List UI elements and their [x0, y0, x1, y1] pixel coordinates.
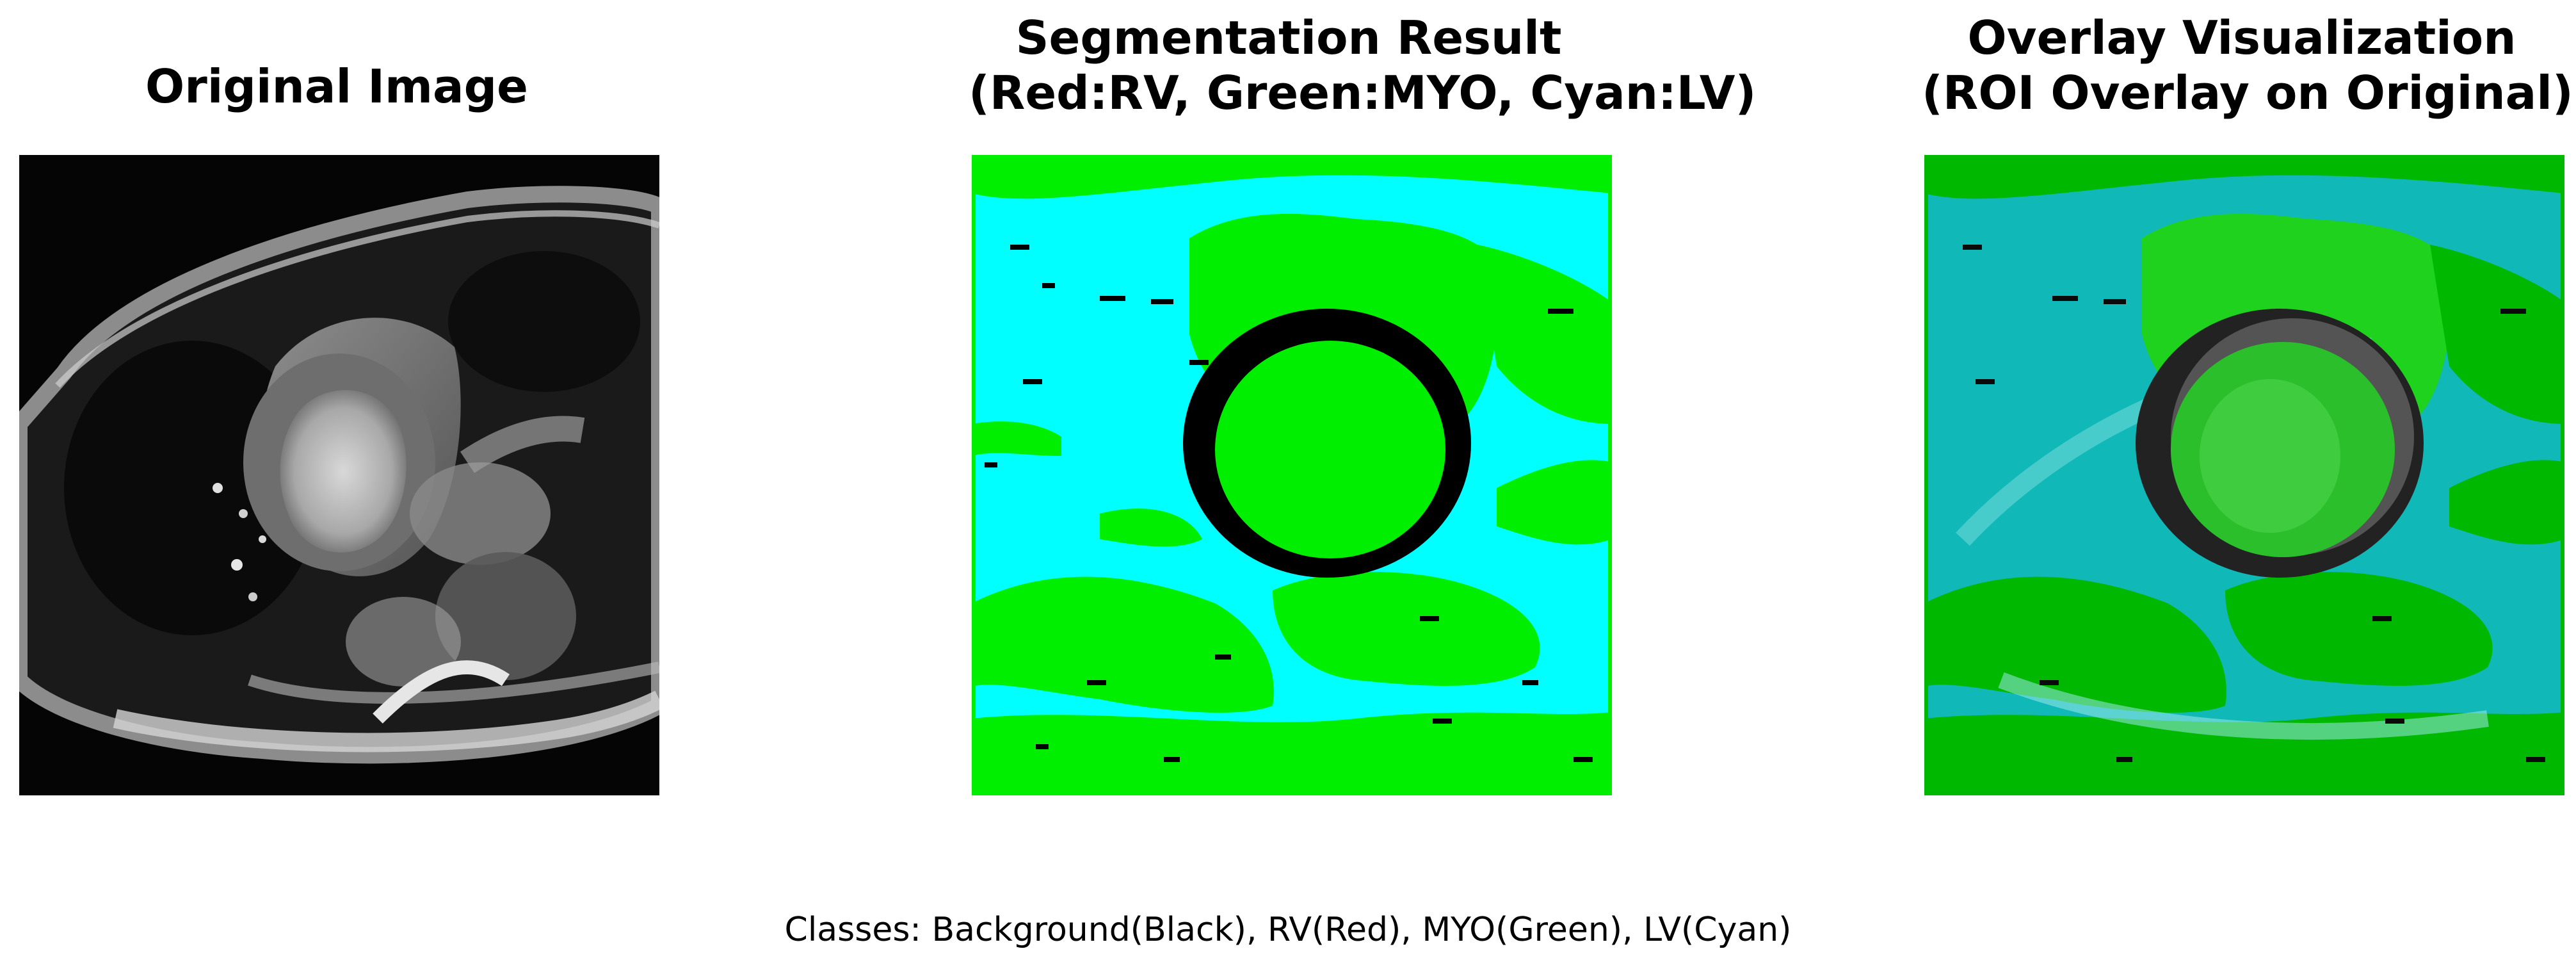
- panel-title-segmentation-line1: Segmentation Result: [1015, 11, 1562, 65]
- panel-title-overlay-line2: (ROI Overlay on Original): [1922, 66, 2573, 120]
- panel-title-overlay-line1: Overlay Visualization: [1967, 11, 2516, 65]
- panel-title-original: Original Image: [17, 59, 657, 114]
- panel-title-segmentation-line2: (Red:RV, Green:MYO, Cyan:LV): [969, 66, 1757, 120]
- panel-title-original-line1: Original Image: [145, 60, 528, 113]
- segmentation-image: [972, 155, 1612, 795]
- panel-title-segmentation: Segmentation Result (Red:RV, Green:MYO, …: [969, 10, 1757, 120]
- original-image: [19, 155, 659, 795]
- panel-title-overlay: Overlay Visualization (ROI Overlay on Or…: [1922, 10, 2573, 120]
- overlay-image: [1924, 155, 2564, 795]
- classes-caption: Classes: Background(Black), RV(Red), MYO…: [784, 911, 1792, 949]
